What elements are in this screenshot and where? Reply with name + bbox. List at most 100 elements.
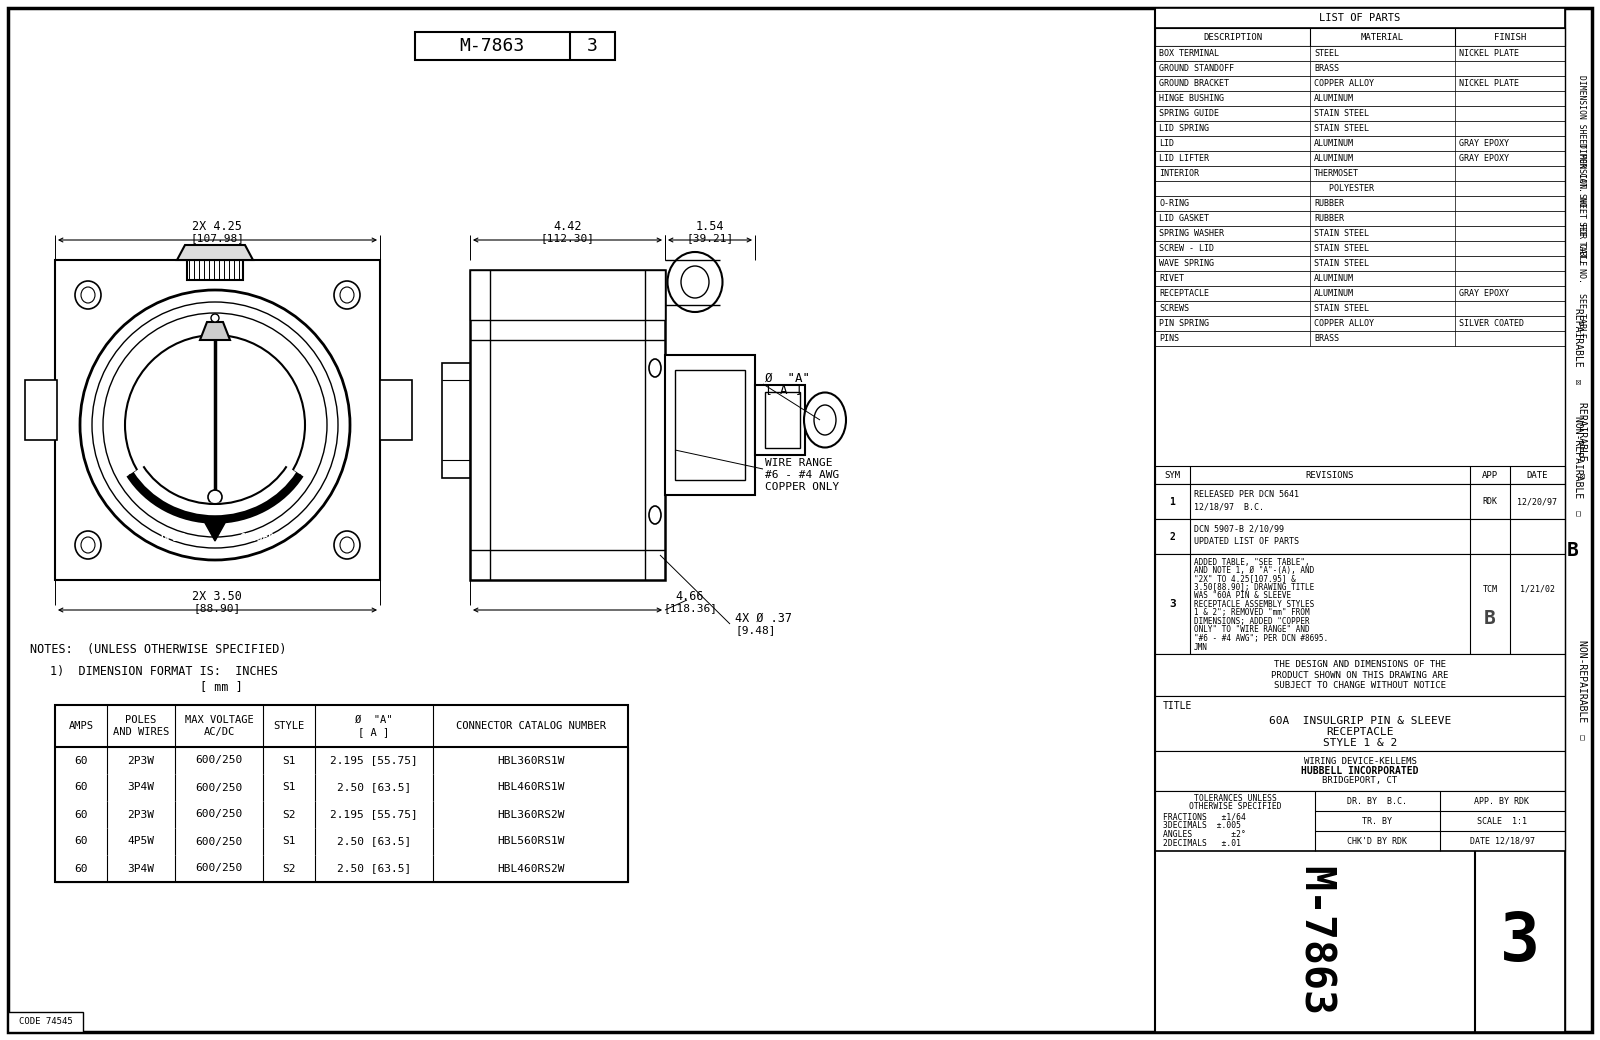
Text: B: B: [1566, 541, 1579, 560]
Text: 3P4W: 3P4W: [128, 863, 155, 874]
Bar: [1155, 316, 1565, 331]
Bar: [1155, 226, 1565, 241]
Bar: [1155, 554, 1565, 654]
Text: STEEL: STEEL: [1314, 49, 1339, 58]
Text: [88.90]: [88.90]: [194, 603, 240, 613]
Text: ADDED TABLE, "SEE TABLE",: ADDED TABLE, "SEE TABLE",: [1194, 557, 1310, 567]
Ellipse shape: [682, 266, 709, 298]
Text: MAX VOLTAGE: MAX VOLTAGE: [184, 714, 253, 725]
Text: 2: 2: [1170, 531, 1176, 542]
Circle shape: [93, 302, 338, 548]
Text: ALUMINUM: ALUMINUM: [1314, 154, 1354, 163]
Text: 12/20/97: 12/20/97: [1517, 497, 1557, 506]
Text: APP. BY RDK: APP. BY RDK: [1475, 797, 1530, 806]
Text: UPDATED LIST OF PARTS: UPDATED LIST OF PARTS: [1194, 538, 1299, 546]
Text: Ø  "A": Ø "A": [765, 371, 810, 385]
Text: 2DECIMALS   ±.01: 2DECIMALS ±.01: [1163, 838, 1242, 848]
Text: ONLY" TO "WIRE RANGE" AND: ONLY" TO "WIRE RANGE" AND: [1194, 625, 1310, 634]
Bar: [414, 32, 614, 60]
Polygon shape: [178, 245, 253, 260]
Text: S1: S1: [282, 836, 296, 847]
Bar: [1155, 76, 1565, 92]
Text: TR. BY: TR. BY: [1362, 816, 1392, 826]
Text: PIN SPRING: PIN SPRING: [1158, 319, 1210, 328]
Text: RECEPTACLE ASSEMBLY STYLES: RECEPTACLE ASSEMBLY STYLES: [1194, 600, 1314, 609]
Text: 4X Ø .37: 4X Ø .37: [734, 612, 792, 624]
Text: 2P3W: 2P3W: [128, 809, 155, 820]
Text: B: B: [1485, 609, 1496, 628]
Text: LIST OF PARTS: LIST OF PARTS: [1320, 12, 1400, 23]
Text: RDK: RDK: [1483, 497, 1498, 506]
Text: TOLERANCES UNLESS: TOLERANCES UNLESS: [1194, 794, 1277, 803]
Text: Ø  "A": Ø "A": [355, 714, 392, 725]
Text: 3: 3: [1499, 909, 1539, 974]
Ellipse shape: [75, 531, 101, 560]
Bar: [1155, 696, 1565, 751]
Text: 600/250: 600/250: [195, 863, 243, 874]
Text: HBL360RS2W: HBL360RS2W: [496, 809, 565, 820]
Ellipse shape: [334, 281, 360, 309]
Ellipse shape: [82, 287, 94, 303]
Text: 2P3W: 2P3W: [128, 755, 155, 765]
Ellipse shape: [650, 506, 661, 524]
Text: 3: 3: [587, 37, 597, 55]
Text: 600/250: 600/250: [195, 809, 243, 820]
Text: 2.50 [63.5]: 2.50 [63.5]: [338, 836, 411, 847]
Text: ALUMINUM: ALUMINUM: [1314, 139, 1354, 148]
Text: 1)  DIMENSION FORMAT IS:  INCHES: 1) DIMENSION FORMAT IS: INCHES: [50, 666, 278, 678]
Text: 1.54: 1.54: [696, 219, 725, 233]
Text: BOX TERMINAL: BOX TERMINAL: [1158, 49, 1219, 58]
Text: 4.42: 4.42: [554, 219, 582, 233]
Text: NICKEL PLATE: NICKEL PLATE: [1459, 79, 1518, 88]
Text: RIVET: RIVET: [1158, 274, 1184, 283]
Text: STAIN STEEL: STAIN STEEL: [1314, 124, 1370, 133]
Bar: [1155, 346, 1565, 466]
Text: DIMENSION SHEET FOR CAT. NO.  SEE TABLE: DIMENSION SHEET FOR CAT. NO. SEE TABLE: [1578, 142, 1587, 338]
Bar: [1155, 28, 1565, 46]
Ellipse shape: [341, 537, 354, 553]
Bar: [1155, 211, 1565, 226]
Bar: [1155, 106, 1565, 121]
Bar: [54, 747, 627, 774]
Text: STAIN STEEL: STAIN STEEL: [1314, 304, 1370, 313]
Bar: [1155, 791, 1565, 851]
Bar: [442, 363, 470, 478]
Text: #6 - #4 AWG: #6 - #4 AWG: [765, 470, 840, 480]
Text: COPPER ALLOY: COPPER ALLOY: [1314, 319, 1374, 328]
Ellipse shape: [650, 359, 661, 378]
Bar: [54, 828, 627, 855]
Text: 2.195 [55.75]: 2.195 [55.75]: [330, 755, 418, 765]
Text: O-RING: O-RING: [1158, 199, 1189, 208]
Text: 60: 60: [74, 863, 88, 874]
Text: JMN: JMN: [1194, 643, 1208, 651]
Text: 600/250: 600/250: [195, 782, 243, 792]
Text: LID GASKET: LID GASKET: [1158, 214, 1210, 223]
Ellipse shape: [334, 531, 360, 560]
Text: STAIN STEEL: STAIN STEEL: [1314, 109, 1370, 118]
Circle shape: [211, 314, 219, 322]
Circle shape: [102, 313, 326, 537]
Bar: [1155, 654, 1565, 696]
Bar: [1155, 256, 1565, 271]
Text: REPAIRABLE  ☒: REPAIRABLE ☒: [1578, 401, 1587, 478]
Bar: [1155, 8, 1565, 28]
Text: POLES: POLES: [125, 714, 157, 725]
Text: FRACTIONS   ±1/64: FRACTIONS ±1/64: [1163, 812, 1246, 822]
Text: "2X" TO 4.25[107.95] &: "2X" TO 4.25[107.95] &: [1194, 574, 1296, 583]
Text: NOTES:  (UNLESS OTHERWISE SPECIFIED): NOTES: (UNLESS OTHERWISE SPECIFIED): [30, 644, 286, 656]
Text: 2X 3.50: 2X 3.50: [192, 590, 242, 602]
Text: POLYESTER: POLYESTER: [1314, 184, 1374, 193]
Text: SPRING GUIDE: SPRING GUIDE: [1158, 109, 1219, 118]
Text: NICKEL PLATE: NICKEL PLATE: [1459, 49, 1518, 58]
Text: DR. BY  B.C.: DR. BY B.C.: [1347, 797, 1406, 806]
Text: 2X 4.25: 2X 4.25: [192, 219, 242, 233]
Text: LID LIFTER: LID LIFTER: [1158, 154, 1210, 163]
Text: 60: 60: [74, 782, 88, 792]
Text: 4P5W: 4P5W: [128, 836, 155, 847]
Text: HINGE BUSHING: HINGE BUSHING: [1158, 94, 1224, 103]
Text: CLOSED: CLOSED: [240, 532, 275, 543]
Text: 600/250: 600/250: [195, 836, 243, 847]
Bar: [54, 774, 627, 801]
Text: HBL460RS1W: HBL460RS1W: [496, 782, 565, 792]
Circle shape: [208, 490, 222, 504]
